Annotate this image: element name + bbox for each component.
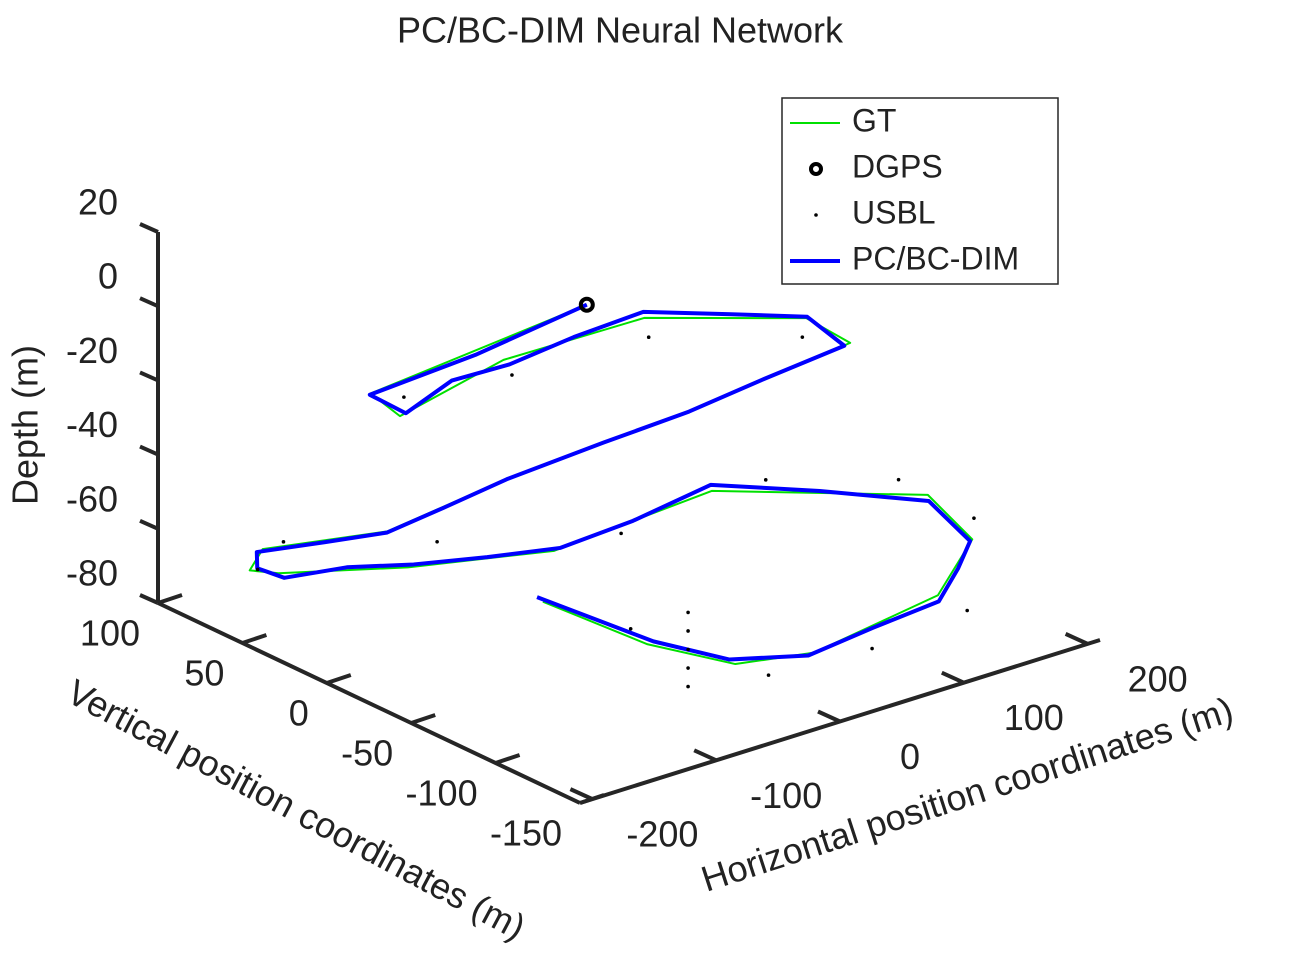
usbl-dot — [766, 673, 771, 677]
dgps-marker — [578, 296, 595, 313]
x-tick — [693, 748, 718, 763]
z-tick-label: 0 — [98, 256, 118, 297]
z-tick — [139, 593, 159, 605]
legend-swatch — [809, 162, 823, 176]
x-tick-label: 0 — [900, 736, 920, 777]
usbl-dot — [763, 478, 768, 482]
axes: -200-1000100200-150-100-50050100-80-60-4… — [66, 182, 1188, 855]
usbl-dot — [686, 666, 690, 670]
y-tick-label: 50 — [184, 653, 224, 694]
usbl-dot — [255, 567, 260, 572]
z-axis-label: Depth (m) — [5, 345, 46, 505]
usbl-dot — [896, 477, 901, 482]
z-tick — [139, 444, 159, 457]
usbl-dot — [510, 373, 514, 377]
legend-label: PC/BC-DIM — [852, 240, 1019, 276]
z-tick — [139, 296, 159, 309]
usbl-dot — [435, 539, 439, 544]
z-tick-label: 20 — [78, 182, 118, 223]
y-tick-label: -50 — [341, 733, 393, 774]
y-tick — [579, 793, 605, 805]
z-tick — [139, 518, 159, 531]
legend: GT DGPS USBL PC/BC-DIM — [781, 97, 1059, 285]
legend-box — [781, 97, 1059, 285]
trajectory-line — [254, 302, 973, 662]
z-tick-label: -40 — [66, 404, 118, 445]
y-tick-label: -150 — [490, 813, 562, 854]
usbl-dot — [686, 610, 690, 615]
y-tick-label: 100 — [80, 613, 140, 654]
legend-label: GT — [852, 102, 896, 138]
usbl-dot — [402, 395, 406, 399]
legend-swatch — [814, 213, 818, 217]
z-tick — [139, 222, 159, 234]
y-tick-label: -100 — [406, 773, 478, 814]
usbl-dot — [800, 335, 805, 339]
usbl-dot — [686, 629, 690, 633]
usbl-dot — [686, 684, 690, 689]
y-tick — [157, 593, 183, 605]
y-tick-label: 0 — [289, 693, 309, 734]
x-tick-label: -100 — [750, 775, 822, 816]
chart-title: PC/BC-DIM Neural Network — [397, 10, 844, 51]
usbl-dot — [972, 516, 976, 520]
z-tick — [139, 370, 159, 383]
x-tick — [569, 787, 594, 801]
y-tick — [241, 633, 268, 645]
x-tick — [817, 709, 841, 724]
usbl-dot — [281, 540, 286, 544]
x-tick-label: 200 — [1128, 658, 1188, 699]
y-tick — [326, 673, 352, 685]
y-tick — [410, 713, 436, 725]
plot-area — [248, 296, 976, 689]
legend-label: DGPS — [852, 148, 943, 184]
z-tick-label: -80 — [66, 553, 118, 594]
legend-label: USBL — [852, 194, 936, 230]
usbl-dot — [628, 627, 633, 631]
x-tick — [1064, 632, 1089, 646]
usbl-dot — [965, 608, 969, 613]
z-tick-label: -20 — [66, 330, 118, 371]
usbl-dot — [870, 646, 874, 651]
usbl-dot — [619, 531, 623, 536]
trajectory-line — [248, 303, 974, 666]
z-tick-label: -60 — [66, 478, 118, 519]
y-tick — [494, 753, 521, 765]
x-tick-label: -200 — [626, 814, 698, 855]
x-tick-label: 100 — [1004, 697, 1064, 738]
usbl-dot — [686, 647, 690, 652]
usbl-dot — [646, 335, 651, 340]
y-axis-line — [157, 601, 581, 805]
x-tick — [940, 670, 965, 685]
